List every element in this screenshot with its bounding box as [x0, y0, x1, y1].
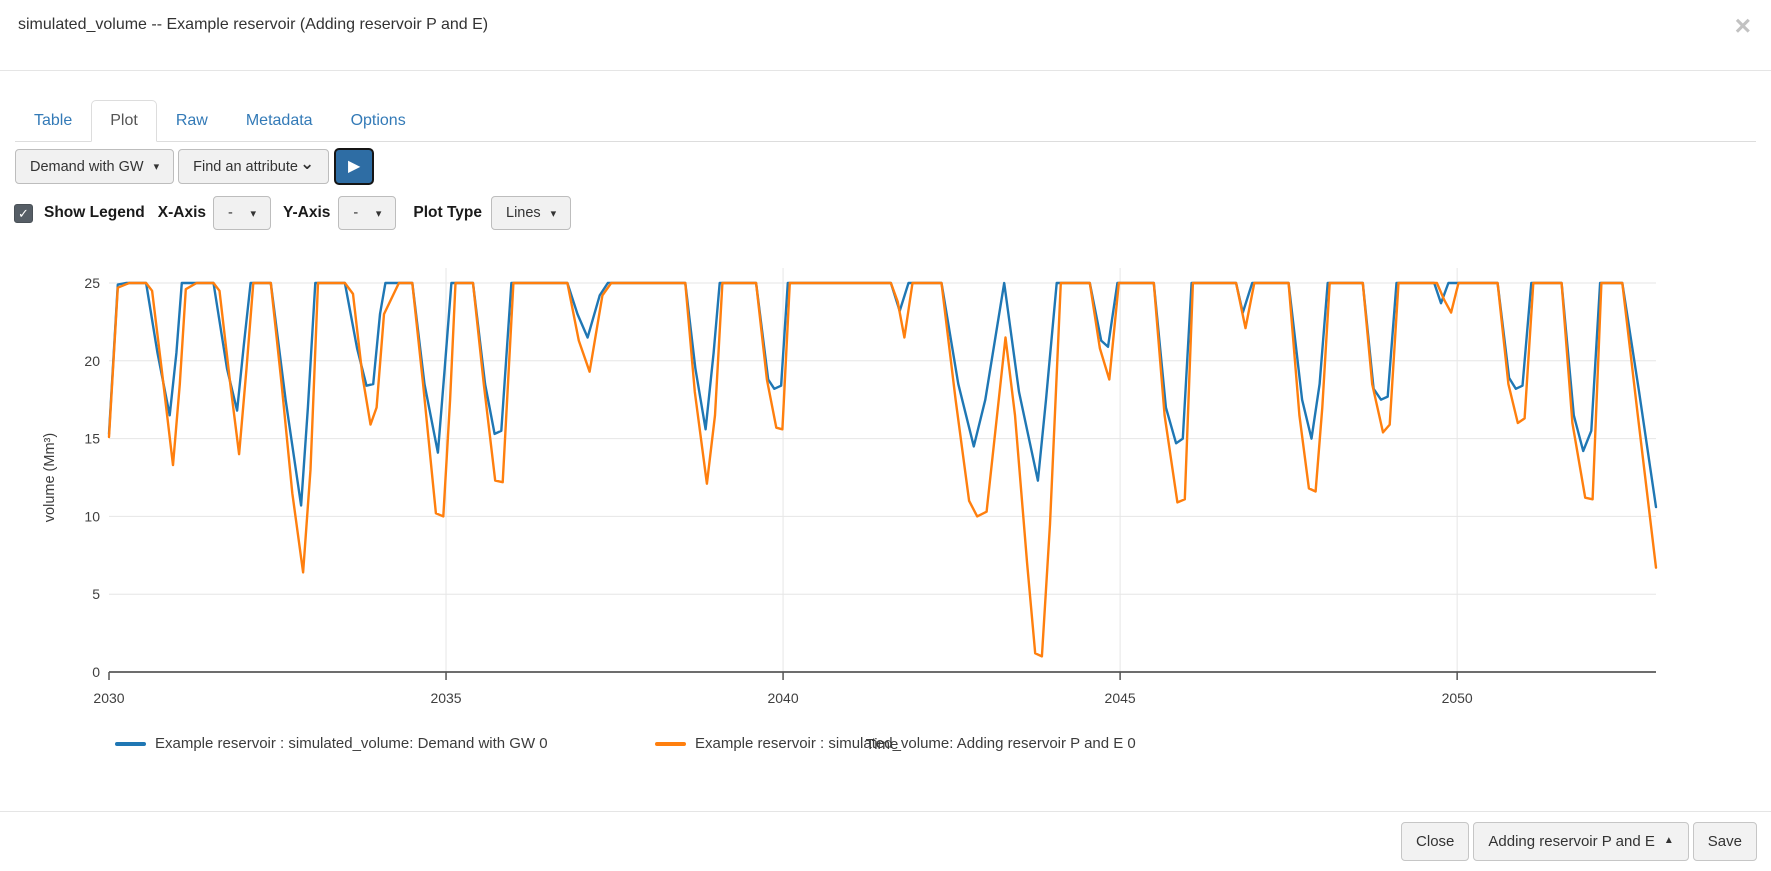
- y-tick-label: 5: [92, 586, 100, 602]
- y-axis-dropdown[interactable]: - ▾: [338, 196, 397, 230]
- plot-type-dropdown[interactable]: Lines ▾: [491, 196, 572, 230]
- chevron-down-icon: ⌄: [299, 153, 315, 173]
- show-legend-label: Show Legend: [44, 204, 145, 221]
- x-tick-label: 2050: [1442, 690, 1473, 706]
- y-tick-label: 0: [92, 664, 100, 680]
- attribute-dropdown-label: Find an attribute: [193, 158, 298, 175]
- check-icon: ✓: [18, 205, 29, 221]
- save-button[interactable]: Save: [1692, 822, 1757, 861]
- play-icon: ▶: [348, 157, 361, 175]
- scenario-dropdown-button[interactable]: Demand with GW ▾: [15, 149, 175, 184]
- x-tick-label: 2030: [93, 690, 124, 706]
- close-icon[interactable]: ×: [1734, 10, 1751, 41]
- legend-label: Example reservoir : simulated_volume: Ad…: [695, 735, 1136, 752]
- x-axis-dropdown[interactable]: - ▾: [213, 196, 271, 230]
- tab-metadata[interactable]: Metadata: [245, 112, 313, 129]
- page-title: simulated_volume -- Example reservoir (A…: [18, 16, 489, 33]
- y-tick-label: 25: [84, 275, 100, 291]
- y-tick-label: 20: [84, 353, 100, 369]
- x-tick-label: 2035: [430, 690, 461, 706]
- tab-options[interactable]: Options: [350, 112, 406, 129]
- x-tick-label: 2045: [1105, 690, 1136, 706]
- series-line-1: [107, 281, 1658, 658]
- x-axis-label: X-Axis: [157, 204, 206, 221]
- plot-controls: ✓ Show Legend X-Axis - ▾ Y-Axis - ▾ Plot…: [14, 196, 572, 230]
- tab-raw[interactable]: Raw: [175, 112, 208, 129]
- y-tick-label: 15: [84, 431, 100, 447]
- tab-bar: Table Plot Raw Metadata Options: [15, 96, 1756, 142]
- scenario-select-dropdown[interactable]: Adding reservoir P and E ▲: [1473, 822, 1689, 861]
- plot-type-value: Lines: [506, 205, 541, 221]
- caret-down-icon: ▾: [250, 207, 256, 220]
- scenario-select-label: Adding reservoir P and E: [1488, 833, 1655, 850]
- legend-item[interactable]: Example reservoir : simulated_volume: Ad…: [655, 735, 1136, 752]
- attribute-dropdown-button[interactable]: Find an attribute ⌄: [178, 149, 330, 184]
- scenario-dropdown-label: Demand with GW: [30, 158, 144, 175]
- caret-down-icon: ▾: [153, 161, 160, 173]
- caret-down-icon: ▾: [375, 207, 382, 220]
- legend-swatch-orange: [655, 741, 686, 746]
- tab-table[interactable]: Table: [34, 112, 73, 129]
- x-axis-value: -: [228, 205, 233, 221]
- y-axis-label: Y-Axis: [283, 204, 331, 221]
- caret-down-icon: ▾: [550, 207, 557, 220]
- series-line-0: [107, 281, 1658, 509]
- legend-swatch-blue: [115, 741, 146, 746]
- y-axis-title: volume (Mm³): [42, 433, 58, 522]
- header-divider: [0, 70, 1771, 71]
- toolbar: Demand with GW ▾ Find an attribute ⌄ ▶: [15, 148, 375, 185]
- run-button[interactable]: ▶: [334, 148, 375, 185]
- footer-bar: Close Adding reservoir P and E ▲ Save: [0, 811, 1771, 871]
- caret-up-icon: ▲: [1663, 835, 1674, 846]
- x-tick-label: 2040: [767, 690, 798, 706]
- tab-plot[interactable]: Plot: [91, 100, 157, 142]
- legend-item[interactable]: Example reservoir : simulated_volume: De…: [115, 735, 548, 752]
- y-tick-label: 10: [84, 508, 100, 524]
- plot-type-label: Plot Type: [413, 204, 482, 221]
- show-legend-checkbox[interactable]: ✓: [14, 203, 33, 223]
- x-axis-title: Time: [865, 736, 899, 753]
- legend-label: Example reservoir : simulated_volume: De…: [155, 735, 548, 752]
- close-button[interactable]: Close: [1401, 822, 1470, 861]
- y-axis-value: -: [353, 205, 359, 221]
